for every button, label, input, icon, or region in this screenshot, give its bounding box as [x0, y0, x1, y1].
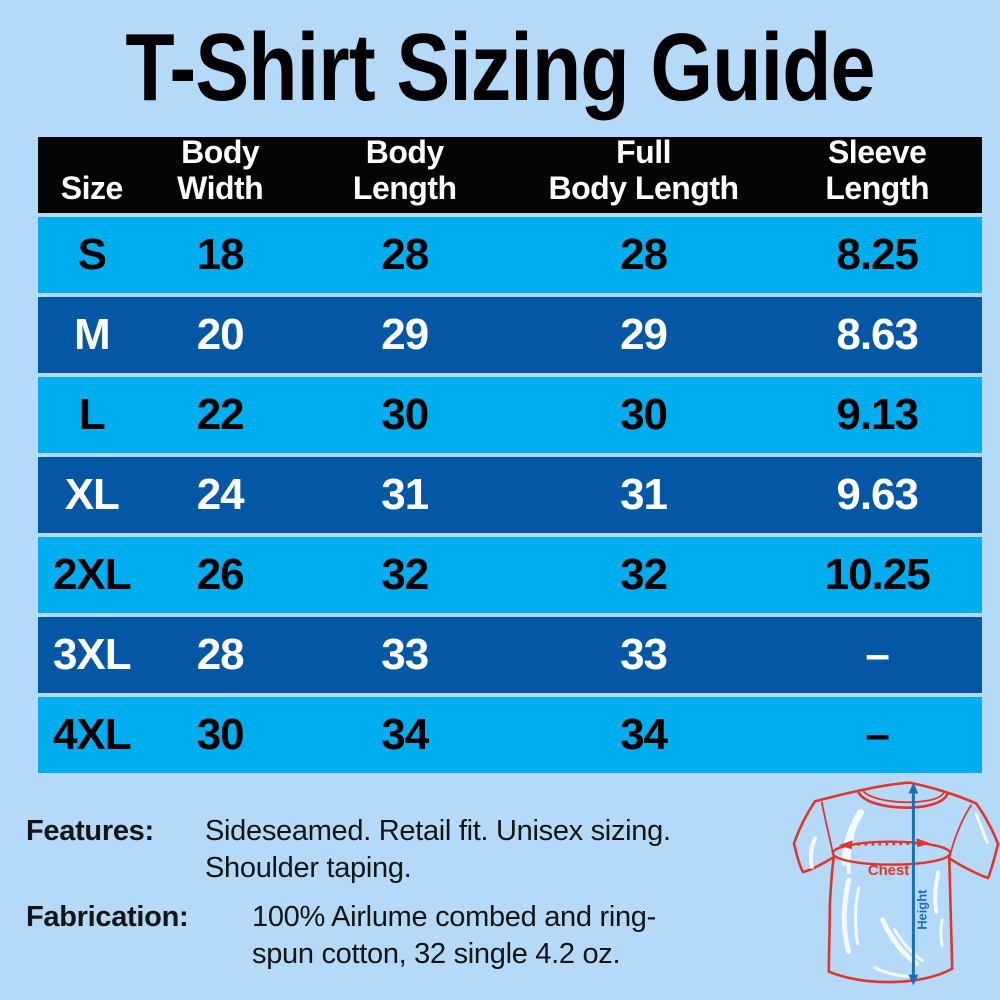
table-cell: 31	[620, 470, 668, 519]
size-row-4XL: 4XL 30 34 34 –	[38, 697, 982, 773]
chest-ellipse	[831, 840, 952, 866]
table-cell: 31	[381, 470, 429, 519]
tshirt-measurement-diagram: Chest Height	[792, 781, 1000, 986]
table-cell: 30	[620, 390, 668, 439]
table-cell: 8.63	[836, 310, 919, 359]
table-cell: 10.25	[824, 550, 931, 599]
table-cell: 33	[620, 630, 668, 679]
table-cell: 28	[620, 230, 668, 279]
fabric-highlights	[808, 808, 989, 979]
table-cell: 22	[196, 390, 245, 439]
size-row-M: M 20 29 29 8.63	[38, 297, 982, 373]
fabrication-line-1: 100% Airlume combed and ring-	[252, 901, 656, 933]
table-cell: 32	[620, 550, 668, 599]
table-cell: 26	[196, 550, 245, 599]
header-cell-size: Size	[60, 170, 124, 206]
table-cell: 8.25	[836, 230, 919, 279]
tshirt-outline-icon	[792, 781, 1000, 984]
table-cell: 28	[381, 230, 429, 279]
table-cell: L	[78, 390, 106, 439]
chest-arrow-right-icon	[916, 838, 931, 848]
table-cell: 29	[381, 310, 429, 359]
fabrication-text: 100% Airlume combed and ring- spun cotto…	[252, 899, 656, 973]
table-cell: 28	[196, 630, 245, 679]
table-cell: 32	[381, 550, 429, 599]
collar-inner-line	[862, 790, 945, 804]
page-title: T-Shirt Sizing Guide	[125, 14, 875, 121]
fabrication-note: Fabrication: 100% Airlume combed and rin…	[26, 899, 656, 973]
size-table: Size Body Width Body Length Full Body Length Sl…	[38, 134, 982, 773]
header-cell-body-length: Body Length	[352, 134, 457, 206]
chest-measure: Chest	[831, 838, 952, 879]
height-measure: Height	[908, 782, 929, 986]
table-cell: 33	[381, 630, 429, 679]
chest-arrow-left-icon	[838, 840, 853, 850]
table-cell: 34	[381, 710, 429, 759]
table-cell: 9.13	[836, 390, 919, 439]
table-cell: –	[865, 630, 889, 679]
chest-label: Chest	[868, 862, 909, 879]
features-line-2: Shoulder taping.	[205, 852, 412, 884]
height-arrow-bottom-icon	[908, 974, 919, 986]
height-label: Height	[914, 889, 929, 930]
table-cell: 20	[196, 310, 245, 359]
table-cell: XL	[64, 470, 120, 519]
table-cell: S	[77, 230, 107, 279]
table-cell: M	[73, 310, 111, 359]
collar-outer-line	[857, 791, 949, 809]
table-cell: 9.63	[836, 470, 919, 519]
header-cell-sleeve-length: Sleeve Length	[825, 134, 929, 206]
right-sleeve-seam	[948, 804, 973, 860]
table-cell: 3XL	[52, 630, 132, 679]
fabrication-line-2: spun cotton, 32 single 4.2 oz.	[252, 938, 621, 970]
size-row-3XL: 3XL 28 33 33 –	[38, 617, 982, 693]
table-cell: 30	[381, 390, 429, 439]
size-row-XL: XL 24 31 31 9.63	[38, 457, 982, 533]
table-cell: 2XL	[52, 550, 132, 599]
table-cell: 24	[196, 470, 245, 519]
chest-dotted-line	[850, 842, 919, 846]
size-row-S: S 18 28 28 8.25	[38, 217, 982, 293]
table-header-row: Size Body Width Body Length Full Body Length Sl…	[38, 134, 982, 213]
left-sleeve-seam	[820, 801, 835, 859]
table-cell: 34	[620, 710, 668, 759]
size-row-L: L 22 30 30 9.13	[38, 377, 982, 453]
table-body: S 18 28 28 8.25 M 20 29 29 8.63 L 22 30 30 9.13 XL 24 31 3…	[38, 217, 982, 773]
table-cell: 29	[620, 310, 668, 359]
table-cell: 18	[196, 230, 245, 279]
size-row-2XL: 2XL 26 32 32 10.25	[38, 537, 982, 613]
features-note: Features: Sideseamed. Retail fit. Unisex…	[26, 813, 671, 887]
header-cell-body-width: Body Width	[177, 134, 264, 206]
fabrication-label: Fabrication:	[26, 901, 189, 933]
table-cell: 30	[196, 710, 245, 759]
features-line-1: Sideseamed. Retail fit. Unisex sizing.	[205, 815, 671, 847]
features-label: Features:	[26, 815, 154, 847]
table-cell: –	[865, 710, 889, 759]
table-cell: 4XL	[52, 710, 132, 759]
height-arrow-top-icon	[908, 782, 919, 794]
features-text: Sideseamed. Retail fit. Unisex sizing. S…	[205, 813, 671, 887]
header-cell-full-body-length: Full Body Length	[548, 134, 740, 206]
